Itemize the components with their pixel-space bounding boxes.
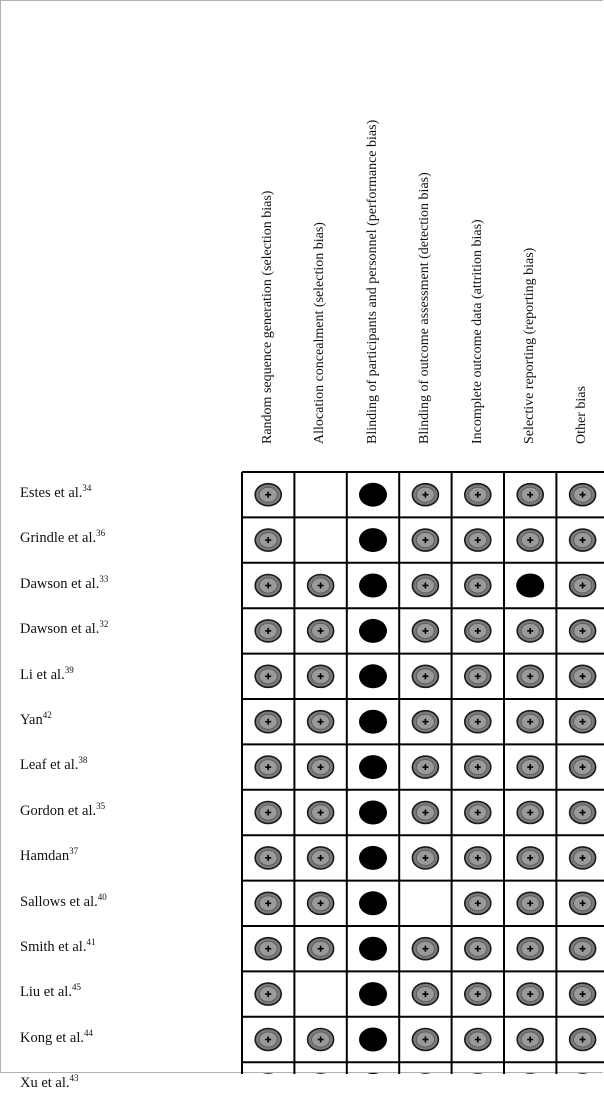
low-risk-marker	[308, 620, 334, 642]
low-risk-marker	[517, 802, 543, 824]
low-risk-marker	[517, 529, 543, 551]
low-risk-marker	[465, 529, 491, 551]
unclear-risk-cell	[311, 984, 331, 1004]
low-risk-marker	[465, 847, 491, 869]
low-risk-marker	[465, 711, 491, 733]
low-risk-marker	[412, 802, 438, 824]
low-risk-marker	[308, 575, 334, 597]
low-risk-marker	[412, 484, 438, 506]
low-risk-marker	[570, 892, 596, 914]
high-risk-marker	[359, 982, 387, 1006]
low-risk-marker	[465, 938, 491, 960]
low-risk-marker	[570, 711, 596, 733]
low-risk-marker	[465, 802, 491, 824]
unclear-risk-cell	[311, 485, 331, 505]
low-risk-marker	[570, 983, 596, 1005]
low-risk-marker	[412, 847, 438, 869]
low-risk-marker	[517, 665, 543, 687]
high-risk-marker	[359, 937, 387, 961]
unclear-risk-cell	[415, 893, 435, 913]
low-risk-marker	[570, 575, 596, 597]
low-risk-marker	[465, 983, 491, 1005]
low-risk-marker	[412, 938, 438, 960]
low-risk-marker	[255, 802, 281, 824]
low-risk-marker	[255, 938, 281, 960]
low-risk-marker	[570, 484, 596, 506]
low-risk-marker	[465, 665, 491, 687]
study-name: Xu et al.	[20, 1075, 70, 1091]
low-risk-marker	[308, 847, 334, 869]
low-risk-marker	[255, 756, 281, 778]
low-risk-marker	[308, 665, 334, 687]
low-risk-marker	[465, 484, 491, 506]
low-risk-marker	[255, 711, 281, 733]
low-risk-marker	[570, 802, 596, 824]
high-risk-marker	[359, 801, 387, 825]
low-risk-marker	[517, 620, 543, 642]
high-risk-marker	[516, 574, 544, 598]
low-risk-marker	[465, 620, 491, 642]
high-risk-marker	[359, 483, 387, 507]
low-risk-marker	[412, 620, 438, 642]
low-risk-marker	[517, 1029, 543, 1051]
low-risk-marker	[517, 892, 543, 914]
low-risk-marker	[517, 983, 543, 1005]
low-risk-marker	[308, 1029, 334, 1051]
high-risk-marker	[359, 664, 387, 688]
unclear-risk-cell	[311, 530, 331, 550]
low-risk-marker	[255, 892, 281, 914]
low-risk-marker	[412, 575, 438, 597]
low-risk-marker	[570, 529, 596, 551]
high-risk-marker	[359, 755, 387, 779]
low-risk-marker	[412, 711, 438, 733]
low-risk-marker	[570, 847, 596, 869]
low-risk-marker	[412, 529, 438, 551]
reference-number: 43	[70, 1073, 79, 1083]
high-risk-marker	[359, 1028, 387, 1052]
low-risk-marker	[412, 1029, 438, 1051]
low-risk-marker	[570, 756, 596, 778]
low-risk-marker	[255, 484, 281, 506]
low-risk-marker	[412, 665, 438, 687]
low-risk-marker	[570, 938, 596, 960]
low-risk-marker	[308, 802, 334, 824]
low-risk-marker	[308, 892, 334, 914]
high-risk-marker	[359, 574, 387, 598]
low-risk-marker	[255, 1029, 281, 1051]
high-risk-marker	[359, 619, 387, 643]
low-risk-marker	[465, 575, 491, 597]
low-risk-marker	[308, 938, 334, 960]
low-risk-marker	[255, 665, 281, 687]
low-risk-marker	[570, 620, 596, 642]
low-risk-marker	[412, 983, 438, 1005]
high-risk-marker	[359, 710, 387, 734]
low-risk-marker	[517, 847, 543, 869]
low-risk-marker	[308, 756, 334, 778]
high-risk-marker	[359, 528, 387, 552]
low-risk-marker	[570, 1029, 596, 1051]
low-risk-marker	[255, 983, 281, 1005]
high-risk-marker	[359, 891, 387, 915]
low-risk-marker	[465, 1029, 491, 1051]
low-risk-marker	[517, 711, 543, 733]
low-risk-marker	[255, 529, 281, 551]
low-risk-marker	[255, 847, 281, 869]
risk-of-bias-grid	[0, 0, 604, 1074]
low-risk-marker	[517, 756, 543, 778]
low-risk-marker	[412, 756, 438, 778]
low-risk-marker	[465, 892, 491, 914]
low-risk-marker	[255, 620, 281, 642]
low-risk-marker	[517, 484, 543, 506]
low-risk-marker	[465, 756, 491, 778]
high-risk-marker	[359, 846, 387, 870]
low-risk-marker	[255, 575, 281, 597]
low-risk-marker	[308, 711, 334, 733]
low-risk-marker	[517, 938, 543, 960]
low-risk-marker	[570, 665, 596, 687]
